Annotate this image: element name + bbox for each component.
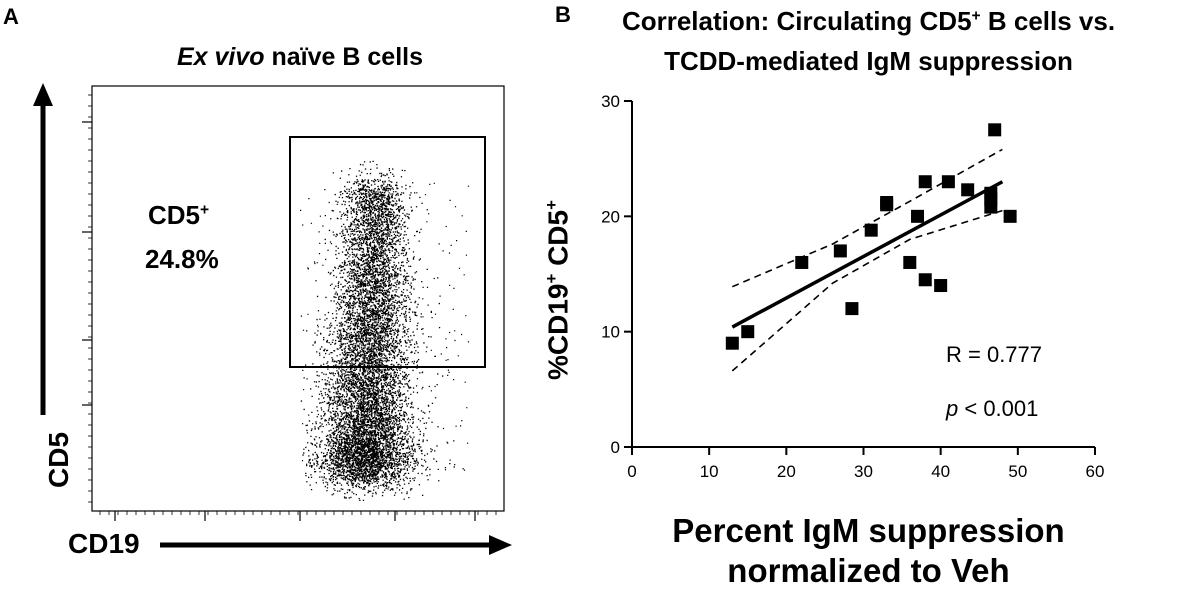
p-symbol: p: [946, 396, 959, 421]
data-point: [984, 200, 998, 214]
flow-cytometry-events: [300, 160, 470, 501]
panel-b-title-line1: Correlation: Circulating CD5+ B cells vs…: [621, 6, 1116, 36]
gate-percent: 24.8%: [145, 244, 219, 274]
data-point: [941, 175, 955, 189]
data-point: [725, 336, 739, 350]
panel-b-x-axis-label-line1: Percent IgM suppression: [672, 512, 1065, 549]
ci-lower-band: [731, 209, 1003, 372]
data-point: [988, 123, 1002, 137]
x-tick-label: 10: [700, 462, 719, 481]
data-point: [961, 183, 975, 197]
data-point: [903, 255, 917, 269]
p-value-text: < 0.001: [958, 396, 1039, 421]
gate-name-base: CD5: [148, 200, 201, 230]
panel-a-frame: [33, 83, 512, 555]
x-tick-label: 0: [627, 462, 636, 481]
data-point: [1003, 209, 1017, 223]
y-tick-label: 30: [601, 92, 620, 111]
data-point: [833, 244, 847, 258]
panel-a-title-rest: naïve B cells: [264, 43, 424, 71]
p-value-annotation: p < 0.001: [946, 396, 1038, 422]
data-point: [741, 325, 755, 339]
data-point: [918, 175, 932, 189]
x-tick-label: 30: [854, 462, 873, 481]
data-point: [880, 195, 894, 209]
data-point: [795, 255, 809, 269]
data-point: [918, 273, 932, 287]
cd5-gate-box: [289, 136, 486, 368]
data-point: [934, 279, 948, 293]
data-point: [911, 209, 925, 223]
data-point: [864, 223, 878, 237]
data-point: [845, 302, 859, 316]
flow-plot-border: [91, 85, 505, 512]
panel-b-title-line2: TCDD-mediated IgM suppression: [664, 46, 1073, 76]
regression-line: [731, 180, 1004, 329]
panel-a-title: Ex vivo naïve B cells: [90, 43, 510, 72]
panel-a-x-axis-label: CD19: [68, 528, 140, 559]
panel-letter-b: B: [555, 2, 571, 27]
flow-event-dots: [300, 160, 470, 501]
gate-name: CD5+: [148, 200, 209, 231]
y-tick-label: 10: [601, 323, 620, 342]
r-value-annotation: R = 0.777: [946, 342, 1043, 367]
x-tick-label: 20: [777, 462, 796, 481]
panel-letter-a: A: [3, 4, 19, 29]
panel-a-title-italic: Ex vivo: [177, 43, 265, 71]
correlation-chart: 0 10 20 30 0 10 20 30 40 50 60: [601, 92, 1104, 481]
gate-name-sup: +: [200, 201, 210, 219]
y-tick-label: 0: [611, 438, 620, 457]
cd5-arrow-head: [33, 83, 53, 106]
flow-axis-ticks: [82, 94, 497, 521]
x-tick-label: 50: [1008, 462, 1027, 481]
y-tick-label: 20: [601, 207, 620, 226]
panel-b-x-axis-label-line2: normalized to Veh: [727, 552, 1010, 589]
x-tick-label: 40: [931, 462, 950, 481]
cd19-arrow-head: [489, 535, 512, 555]
x-tick-label: 60: [1086, 462, 1105, 481]
ci-upper-band: [731, 148, 1003, 288]
